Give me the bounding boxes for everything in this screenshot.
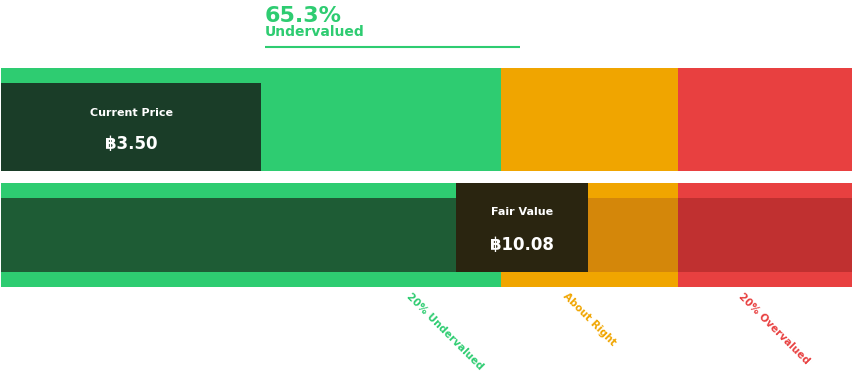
Text: 20% Overvalued: 20% Overvalued <box>736 291 811 366</box>
Bar <box>501 68 677 82</box>
Bar <box>2 183 501 198</box>
Bar <box>677 82 850 156</box>
Bar <box>677 156 850 171</box>
Bar <box>501 156 677 171</box>
Text: Current Price: Current Price <box>89 108 172 119</box>
Bar <box>677 68 850 82</box>
Bar <box>677 272 850 287</box>
Bar <box>2 82 261 171</box>
Text: 65.3%: 65.3% <box>265 6 342 26</box>
Text: Undervalued: Undervalued <box>265 25 365 40</box>
Text: 20% Undervalued: 20% Undervalued <box>404 291 484 372</box>
Bar <box>677 183 850 198</box>
Bar <box>2 156 501 171</box>
Text: ฿10.08: ฿10.08 <box>490 236 554 254</box>
Text: ฿3.50: ฿3.50 <box>105 135 157 154</box>
Bar <box>2 272 501 287</box>
Bar <box>456 183 587 272</box>
Bar <box>2 198 501 272</box>
Text: About Right: About Right <box>561 291 618 348</box>
Bar <box>2 82 501 156</box>
Bar <box>2 68 501 82</box>
Bar <box>501 198 677 272</box>
Bar <box>501 82 677 156</box>
Bar <box>501 183 677 198</box>
Bar <box>501 272 677 287</box>
Text: Fair Value: Fair Value <box>491 207 553 217</box>
Bar <box>677 198 850 272</box>
